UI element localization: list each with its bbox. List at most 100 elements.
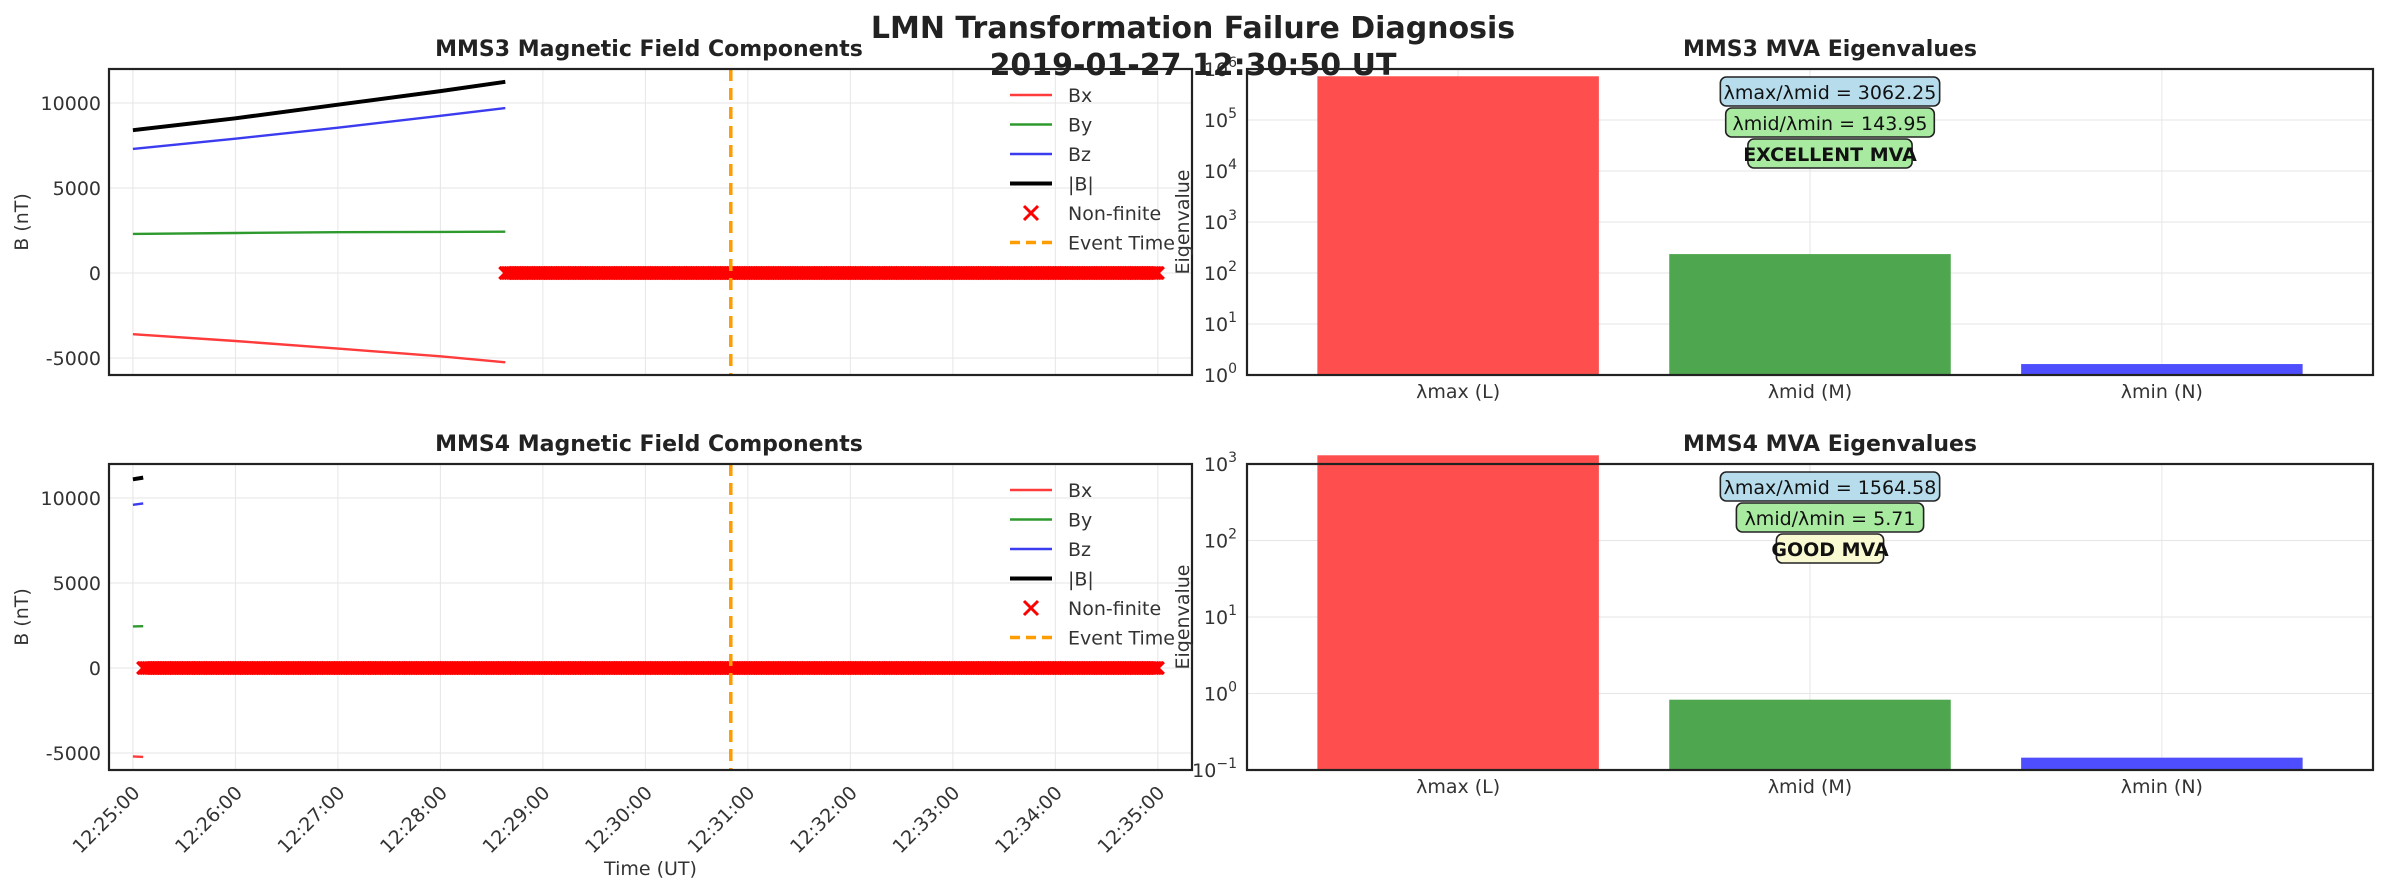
nonfinite-marker xyxy=(1150,265,1165,281)
annotation-box xyxy=(1719,471,1941,502)
y-tick-label: 102 xyxy=(1204,527,1237,553)
eigen-bar-2 xyxy=(2021,757,2303,770)
y-tick-label: 104 xyxy=(1204,157,1237,183)
y-axis-label: Eigenvalue xyxy=(1172,565,1194,670)
mms4-field-title: MMS4 Magnetic Field Components xyxy=(435,432,863,457)
x-tick-label: 12:34:00 xyxy=(991,782,1067,858)
series-line-absbabs xyxy=(132,475,144,482)
annotation-text: λmax/λmid = 3062.25 xyxy=(1724,82,1937,104)
series-line-bz xyxy=(132,502,144,506)
y-tick-label: -5000 xyxy=(46,743,101,765)
legend-label: Bx xyxy=(1068,480,1092,502)
legend-swatch xyxy=(1022,204,1040,222)
x-axis-label: Time (UT) xyxy=(603,858,697,880)
legend-label: Bz xyxy=(1068,539,1091,561)
y-tick-label: 10−1 xyxy=(1192,756,1237,782)
mms3-field-title: MMS3 Magnetic Field Components xyxy=(435,37,863,62)
y-tick-label: 5000 xyxy=(53,178,101,200)
annotation-box xyxy=(1719,76,1941,107)
x-tick-label: 12:30:00 xyxy=(581,782,657,858)
annotation-text: λmid/λmin = 143.95 xyxy=(1732,113,1927,135)
y-tick-label: 102 xyxy=(1204,259,1237,285)
y-tick-label: 100 xyxy=(1204,361,1237,387)
mms3-field-panel: MMS3 Magnetic Field Components -5000 0 500… xyxy=(11,37,1194,377)
x-tick-label: λmid (M) xyxy=(1768,381,1852,403)
annotation-text: EXCELLENT MVA xyxy=(1743,144,1917,166)
legend: Bx By Bz |B| Non-finite Event Time xyxy=(1010,480,1175,650)
legend-label: Bx xyxy=(1068,85,1092,107)
legend-label: By xyxy=(1068,115,1092,137)
legend-label: By xyxy=(1068,510,1092,532)
legend-label: Bz xyxy=(1068,144,1091,166)
legend-swatch xyxy=(1022,599,1040,617)
legend-label: Event Time xyxy=(1068,628,1175,650)
series-line-bx xyxy=(132,755,144,759)
series-line-absbabs xyxy=(132,79,506,133)
series-line-bx xyxy=(132,333,506,364)
eigen-bar-2 xyxy=(2021,364,2303,375)
mms4-eigen-title: MMS4 MVA Eigenvalues xyxy=(1683,432,1977,457)
x-tick-label: 12:32:00 xyxy=(786,782,862,858)
mms4-field-panel: MMS4 Magnetic Field Components -5000 0 500… xyxy=(11,432,1194,880)
y-tick-label: 105 xyxy=(1204,106,1237,132)
y-tick-label: 5000 xyxy=(53,573,101,595)
mms4-eigen-panel: MMS4 MVA Eigenvalues 10−1 100 101 102 103 Eig… xyxy=(1172,432,2375,798)
annotation-text: λmax/λmid = 1564.58 xyxy=(1724,477,1937,499)
x-tick-label: λmin (N) xyxy=(2121,381,2203,403)
x-tick-label: 12:28:00 xyxy=(376,782,452,858)
x-tick-label: 12:27:00 xyxy=(274,782,350,858)
legend-label: |B| xyxy=(1068,569,1094,591)
plot-frame xyxy=(107,462,1194,772)
mms3-eigen-panel: MMS3 MVA Eigenvalues 100 101 102 103 104 105 1… xyxy=(1172,37,2375,403)
series-line-bz xyxy=(132,106,506,151)
eigen-bar-1 xyxy=(1669,254,1951,375)
annotation-box xyxy=(1775,533,1885,564)
x-tick-label: 12:29:00 xyxy=(479,782,555,858)
figure-title: LMN Transformation Failure Diagnosis xyxy=(871,11,1515,46)
plot-frame xyxy=(1245,462,2375,772)
y-axis-label: B (nT) xyxy=(11,193,33,251)
x-tick-label: λmax (L) xyxy=(1416,381,1500,403)
y-tick-label: 10000 xyxy=(41,488,101,510)
y-tick-label: 103 xyxy=(1204,208,1237,234)
plot-frame xyxy=(1245,67,2375,377)
eigen-bar-0 xyxy=(1317,455,1599,770)
figure-subtitle: 2019-01-27 12:30:50 UT xyxy=(990,48,1397,83)
y-tick-label: 106 xyxy=(1204,55,1237,81)
legend-label: Non-finite xyxy=(1068,598,1161,620)
annotation-box xyxy=(1735,502,1925,533)
y-tick-label: -5000 xyxy=(46,348,101,370)
annotation-box xyxy=(1724,107,1936,138)
plot-frame xyxy=(107,67,1194,377)
nonfinite-markers xyxy=(498,265,1165,281)
legend-label: Event Time xyxy=(1068,233,1175,255)
annotation-box xyxy=(1747,138,1913,169)
y-tick-label: 0 xyxy=(89,658,101,680)
x-tick-label: 12:25:00 xyxy=(69,782,145,858)
legend-label: |B| xyxy=(1068,174,1094,196)
x-tick-label: 12:26:00 xyxy=(171,782,247,858)
y-tick-label: 101 xyxy=(1204,310,1237,336)
y-tick-label: 100 xyxy=(1204,680,1237,706)
x-tick-label: λmin (N) xyxy=(2121,776,2203,798)
y-axis-label: B (nT) xyxy=(11,588,33,646)
eigen-bar-0 xyxy=(1317,76,1599,376)
annotation-text: GOOD MVA xyxy=(1771,539,1889,561)
y-axis-label: Eigenvalue xyxy=(1172,170,1194,275)
y-tick-label: 103 xyxy=(1204,450,1237,476)
x-tick-label: 12:31:00 xyxy=(683,782,759,858)
series-line-by xyxy=(132,230,506,236)
x-tick-label: 12:33:00 xyxy=(888,782,964,858)
nonfinite-marker xyxy=(1150,660,1165,676)
annotation-text: λmid/λmin = 5.71 xyxy=(1745,508,1916,530)
nonfinite-markers xyxy=(136,660,1165,676)
x-tick-label: 12:35:00 xyxy=(1093,782,1169,858)
legend: Bx By Bz |B| Non-finite Event Time xyxy=(1010,85,1175,255)
y-tick-label: 101 xyxy=(1204,603,1237,629)
legend-label: Non-finite xyxy=(1068,203,1161,225)
y-tick-label: 10000 xyxy=(41,93,101,115)
x-tick-label: λmid (M) xyxy=(1768,776,1852,798)
mms3-eigen-title: MMS3 MVA Eigenvalues xyxy=(1683,37,1977,62)
x-tick-label: λmax (L) xyxy=(1416,776,1500,798)
